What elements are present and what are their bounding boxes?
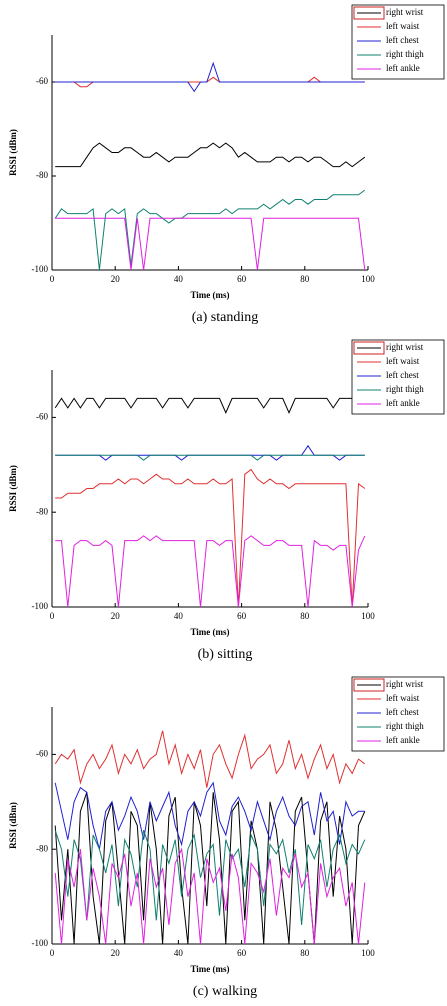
y-axis-label: RSSI (dBm) [8,465,18,512]
series-line [55,61,365,93]
y-tick-label: -80 [36,506,48,516]
legend-label: right thigh [386,384,424,394]
x-tick-label: 60 [237,274,247,284]
legend-label: left ankle [386,398,420,408]
series-line [55,535,366,608]
x-tick-label: 80 [300,611,310,621]
series-line [54,189,366,271]
legend-label: left waist [386,356,420,366]
x-tick-label: 100 [361,948,375,958]
y-tick-label: -100 [32,938,49,948]
y-tick-label: -100 [32,601,49,611]
x-tick-label: 0 [50,611,55,621]
y-axis-label: RSSI (dBm) [8,129,18,176]
legend-highlight [353,678,385,692]
y-tick-label: -60 [36,76,48,86]
legend-label: left chest [386,370,419,380]
series-line [54,847,366,945]
legend-label: left ankle [386,63,420,73]
legend-label: left ankle [386,735,420,745]
series-line [54,397,365,414]
y-tick-label: -80 [36,843,48,853]
legend-label: left chest [386,707,419,717]
x-tick-label: 60 [237,948,247,958]
series-line [55,468,366,608]
legend-label: right wrist [386,679,424,689]
x-tick-label: 20 [111,948,121,958]
legend-label: right thigh [386,721,424,731]
x-tick-label: 60 [237,611,247,621]
legend-label: right thigh [386,49,424,59]
caption: (a) standing [192,310,258,325]
y-axis-label: RSSI (dBm) [8,802,18,849]
series-line [54,830,366,926]
x-tick-label: 20 [111,611,121,621]
x-tick-label: 0 [50,274,55,284]
legend-label: left waist [386,693,420,703]
legend-box [351,4,445,80]
x-tick-label: 40 [174,948,184,958]
legend-label: right wrist [386,342,424,352]
x-axis-label: Time (ms) [190,627,229,637]
x-tick-label: 20 [111,274,121,284]
legend-box [351,339,445,415]
x-tick-label: 100 [361,611,375,621]
x-axis-label: Time (ms) [190,290,229,300]
x-axis-label: Time (ms) [190,964,229,974]
x-tick-label: 100 [361,274,375,284]
x-tick-label: 80 [300,948,310,958]
caption: (c) walking [193,984,257,999]
series-line [55,142,366,168]
legend-label: left chest [386,35,419,45]
x-tick-label: 80 [300,274,310,284]
caption: (b) sitting [198,647,253,662]
y-tick-label: -80 [36,170,48,180]
legend-highlight [353,6,385,20]
x-tick-label: 40 [174,611,184,621]
series-line [54,781,365,850]
series-line [54,792,366,945]
series-line [55,444,365,461]
legend-highlight [353,341,385,355]
legend-label: left waist [386,21,420,31]
y-tick-label: -60 [36,411,48,421]
legend-label: right wrist [386,7,424,17]
x-tick-label: 40 [174,274,184,284]
legend-box [351,676,445,752]
y-tick-label: -100 [32,264,49,274]
y-tick-label: -60 [36,748,48,758]
series-line [54,730,366,788]
series-line [55,217,366,271]
series-line [55,454,365,461]
x-tick-label: 0 [50,948,55,958]
